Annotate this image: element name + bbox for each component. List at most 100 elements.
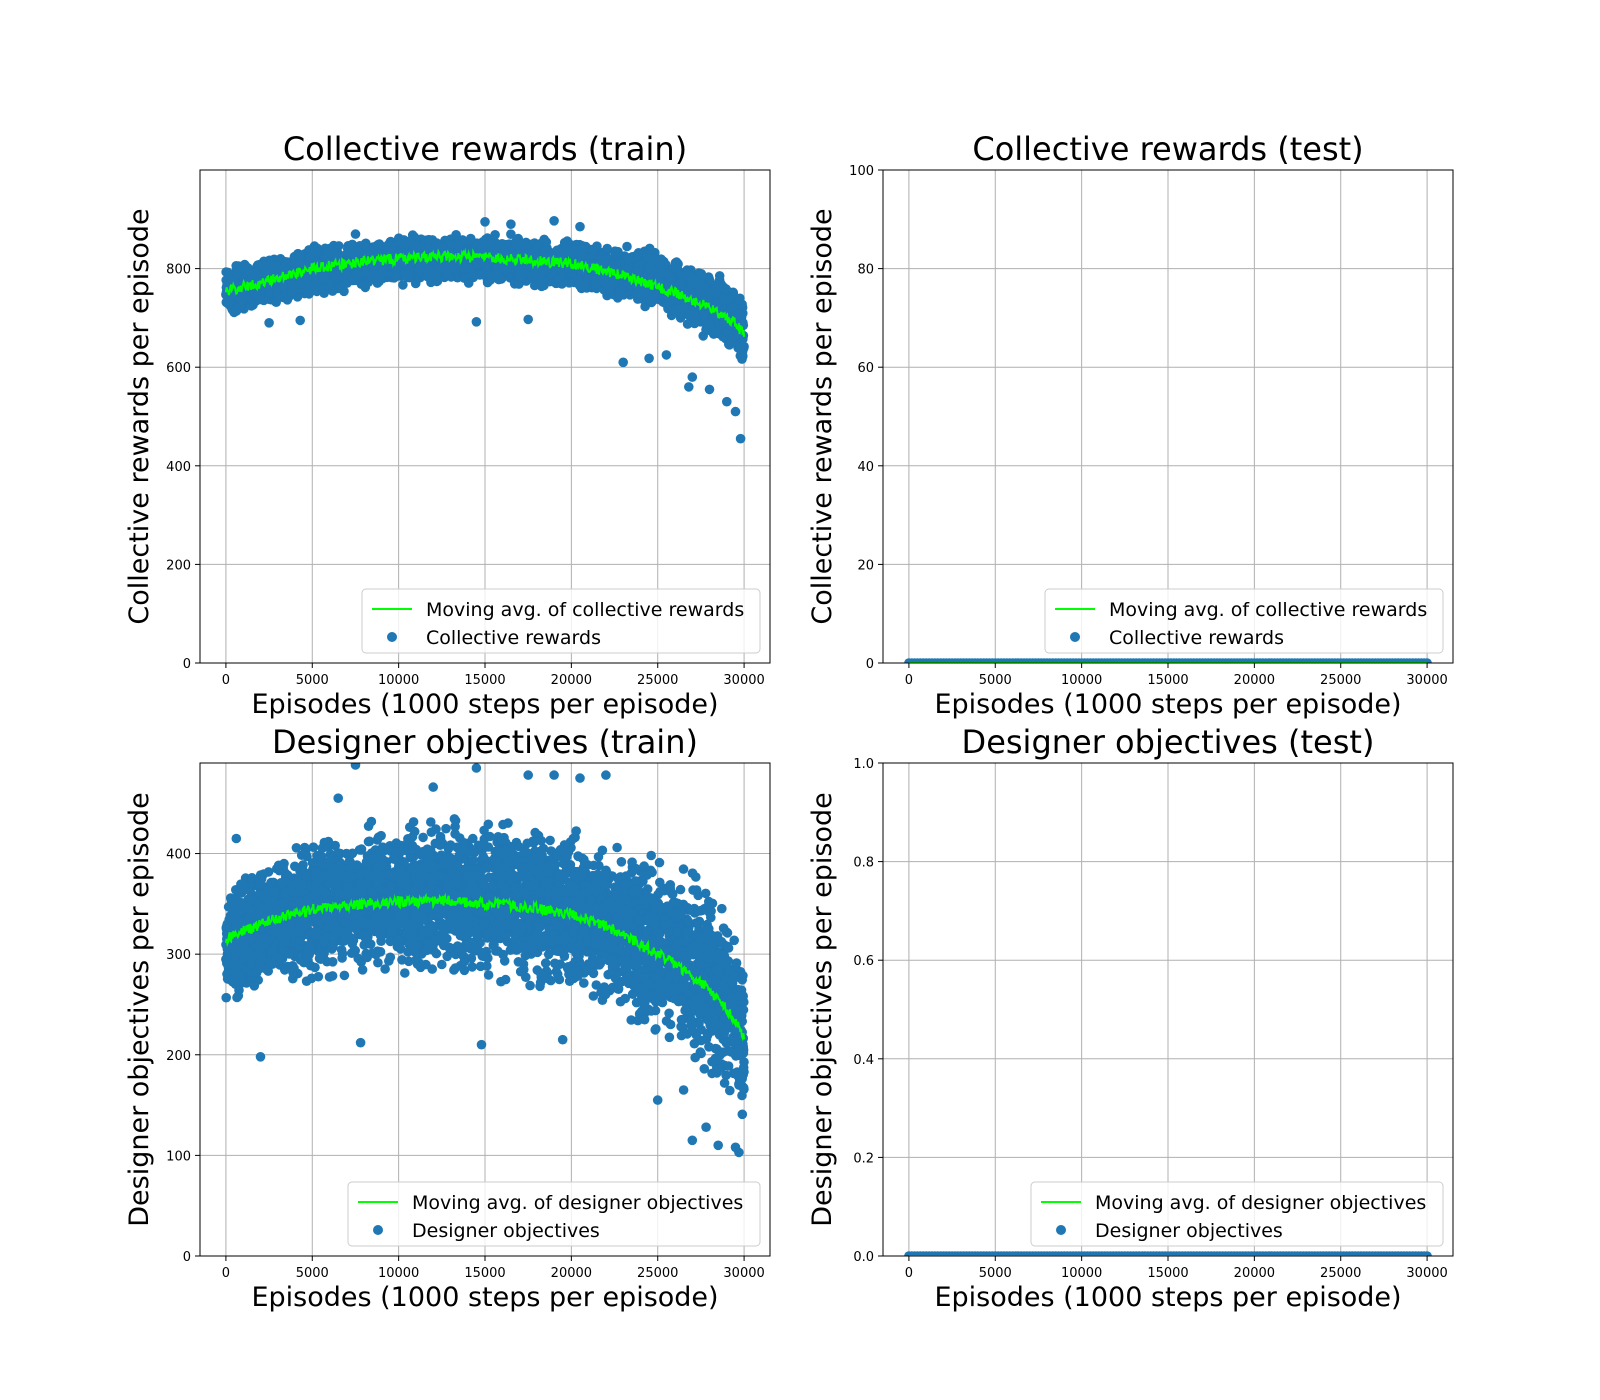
- x-tick-label: 15000: [464, 673, 505, 688]
- scatter-point: [632, 250, 642, 261]
- scatter-point: [675, 278, 686, 289]
- scatter-point: [632, 288, 642, 298]
- scatter-point: [489, 245, 500, 255]
- scatter-point: [531, 241, 542, 251]
- scatter-point: [699, 309, 709, 319]
- x-tick-label: 10000: [378, 673, 419, 688]
- scatter-point: [539, 267, 550, 277]
- y-tick-label: 200: [166, 558, 191, 573]
- scatter-point: [708, 286, 718, 297]
- scatter-point: [329, 250, 339, 260]
- scatter-point: [576, 252, 587, 262]
- scatter-point: [391, 271, 401, 282]
- scatter-point: [704, 384, 715, 395]
- x-tick-label: 20000: [551, 673, 592, 688]
- scatter-point: [352, 269, 362, 279]
- scatter-point: [644, 353, 654, 364]
- scatter-point: [350, 229, 361, 239]
- x-tick-label: 0: [222, 673, 230, 688]
- scatter-point: [673, 304, 683, 315]
- scatter-series: [904, 658, 1432, 663]
- x-axis-label: Episodes (1000 steps per episode): [251, 689, 718, 720]
- scatter-point: [467, 268, 478, 279]
- scatter-point: [724, 340, 735, 350]
- x-tick-label: 30000: [723, 673, 764, 688]
- scatter-point: [736, 350, 747, 361]
- scatter-point: [666, 310, 677, 321]
- scatter-point: [363, 248, 373, 259]
- scatter-point: [1422, 658, 1432, 663]
- scatter-point: [643, 269, 654, 280]
- scatter-point: [687, 372, 698, 382]
- scatter-point: [647, 293, 658, 303]
- scatter-point: [463, 278, 474, 288]
- x-tick-label: 25000: [637, 673, 678, 688]
- scatter-point: [278, 281, 288, 292]
- scatter-point: [484, 269, 494, 280]
- x-tick-label: 5000: [979, 673, 1012, 688]
- x-tick-label: 0: [905, 673, 913, 688]
- scatter-point: [549, 216, 559, 226]
- scatter-point: [599, 277, 610, 288]
- scatter-point: [288, 282, 298, 293]
- scatter-point: [359, 241, 369, 251]
- scatter-point: [665, 272, 676, 283]
- scatter-point: [640, 301, 650, 312]
- scatter-point: [282, 295, 293, 305]
- scatter-point: [244, 268, 255, 279]
- scatter-point: [659, 258, 669, 269]
- legend: Moving avg. of collective rewardsCollect…: [1044, 588, 1444, 654]
- scatter-point: [465, 233, 476, 244]
- x-tick-label: 25000: [1320, 673, 1361, 688]
- scatter-point: [250, 289, 261, 300]
- y-axis-label: Collective rewards per episode: [124, 208, 155, 624]
- scatter-point: [347, 239, 358, 250]
- y-tick-label: 800: [166, 263, 191, 278]
- scatter-point: [573, 275, 584, 286]
- scatter-point: [685, 273, 696, 283]
- scatter-point: [497, 243, 508, 254]
- scatter-point: [542, 243, 552, 253]
- scatter-point: [622, 241, 632, 252]
- scatter-point: [661, 350, 672, 360]
- scatter-point: [722, 396, 732, 407]
- scatter-point: [341, 268, 352, 279]
- scatter-point: [410, 240, 421, 250]
- scatter-point: [501, 265, 512, 275]
- legend-dot-swatch: [1070, 632, 1080, 642]
- scatter-point: [618, 290, 629, 300]
- scatter-point: [567, 249, 577, 260]
- legend-box: [361, 588, 761, 654]
- scatter-point: [644, 262, 655, 273]
- scatter-point: [610, 246, 620, 256]
- scatter-point: [271, 287, 282, 298]
- scatter-point: [261, 264, 272, 275]
- y-tick-label: 100: [849, 164, 874, 179]
- moving-avg-line: [224, 247, 746, 337]
- x-axis-label: Episodes (1000 steps per episode): [934, 689, 1401, 720]
- scatter-point: [264, 287, 274, 297]
- y-tick-label: 40: [857, 460, 874, 475]
- scatter-point: [480, 217, 490, 227]
- scatter-point: [735, 433, 746, 444]
- scatter-point: [714, 271, 725, 281]
- scatter-point: [359, 280, 370, 290]
- y-tick-label: 600: [166, 361, 191, 376]
- scatter-point: [432, 264, 443, 275]
- scatter-point: [471, 317, 482, 327]
- legend-label-scatter: Collective rewards: [426, 627, 601, 649]
- scatter-point: [271, 297, 282, 308]
- scatter-point: [264, 318, 274, 328]
- scatter-point: [387, 246, 398, 256]
- scatter-point: [515, 272, 525, 282]
- scatter-point: [575, 221, 585, 232]
- scatter-point: [684, 382, 694, 392]
- scatter-point: [689, 318, 700, 329]
- scatter-point: [432, 273, 443, 284]
- scatter-point: [295, 315, 306, 326]
- scatter-point: [305, 252, 316, 262]
- y-tick-label: 80: [857, 263, 874, 278]
- scatter-point: [481, 262, 491, 272]
- scatter-point: [270, 264, 281, 274]
